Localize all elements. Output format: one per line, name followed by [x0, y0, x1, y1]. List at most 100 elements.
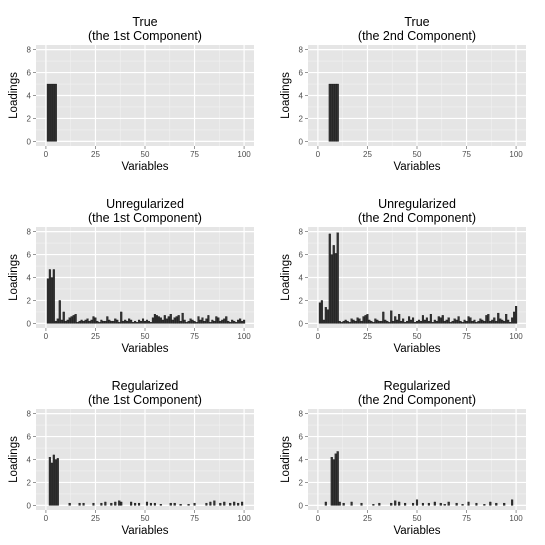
bar	[475, 322, 478, 324]
bar	[100, 319, 103, 324]
bar	[324, 501, 327, 506]
bar	[427, 320, 430, 324]
bar	[465, 320, 468, 324]
bar	[372, 322, 375, 324]
bar	[66, 319, 69, 324]
x-tick-label: 75	[190, 150, 199, 159]
bar	[515, 306, 518, 324]
bar	[443, 504, 446, 506]
bar	[235, 322, 238, 324]
bar	[382, 311, 385, 324]
bar	[342, 320, 345, 324]
bar	[92, 502, 95, 506]
x-tick-label: 25	[91, 150, 100, 159]
bar	[511, 499, 514, 506]
bar	[411, 502, 415, 506]
y-axis-label: Loadings	[8, 254, 20, 301]
bar	[435, 320, 438, 324]
bar	[455, 319, 458, 324]
bar	[213, 500, 216, 506]
bar	[425, 317, 428, 324]
bar	[340, 322, 343, 324]
bar	[429, 314, 432, 324]
x-axis-label: Variables	[121, 161, 168, 173]
y-tick-label: 2	[299, 478, 304, 487]
bar	[114, 318, 117, 324]
bar	[70, 316, 73, 324]
bar	[163, 315, 166, 324]
bar	[332, 245, 335, 324]
bar	[433, 501, 436, 506]
chart-subtitle: (the 2nd Component)	[358, 211, 476, 225]
x-tick-label: 100	[237, 514, 251, 523]
bar	[88, 320, 91, 324]
bar	[130, 319, 133, 324]
y-tick-label: 6	[299, 251, 304, 260]
bar	[118, 500, 121, 506]
bar	[143, 320, 147, 324]
bar	[126, 320, 129, 324]
bar	[159, 317, 162, 324]
y-tick-label: 0	[299, 501, 304, 510]
bar	[360, 320, 363, 324]
y-tick-label: 2	[27, 114, 32, 123]
bar	[153, 502, 156, 506]
bar	[108, 319, 111, 324]
bar	[415, 499, 419, 506]
bar	[46, 278, 49, 324]
bar	[130, 501, 133, 506]
bar	[118, 322, 121, 324]
bar	[74, 314, 77, 324]
bar	[404, 322, 407, 324]
bar	[110, 502, 113, 506]
bar	[356, 317, 359, 324]
y-tick-label: 0	[299, 137, 304, 146]
bar	[487, 314, 490, 324]
bar	[461, 322, 464, 324]
chart-panel-6: Regularized(the 2nd Component) 0 2 4 6 8 0 25 50…	[280, 379, 526, 537]
bar	[421, 315, 424, 324]
bar	[241, 501, 244, 506]
x-tick-label: 100	[509, 150, 523, 159]
bar	[187, 504, 190, 506]
bar	[68, 317, 71, 324]
bar	[231, 319, 234, 324]
bar	[60, 319, 63, 324]
bar	[193, 502, 196, 506]
bar	[116, 319, 119, 324]
y-tick-label: 4	[27, 92, 32, 101]
bar	[513, 311, 516, 324]
bar	[368, 319, 371, 324]
bar	[134, 320, 137, 324]
bar	[223, 501, 226, 506]
bar	[366, 314, 369, 324]
y-tick-label: 6	[27, 69, 32, 78]
bar	[171, 319, 174, 324]
bar	[451, 320, 454, 324]
bar	[177, 315, 180, 324]
bar	[463, 319, 466, 324]
bar	[406, 320, 409, 324]
chart-subtitle: (the 1st Component)	[88, 29, 202, 43]
x-tick-label: 75	[462, 332, 471, 341]
bar	[211, 319, 214, 324]
bar	[54, 459, 57, 506]
bar	[219, 320, 222, 324]
chart-panel-2: True(the 2nd Component) 0 2 4 6 8 0 25 50 75 100 Va…	[280, 15, 526, 173]
bar	[94, 317, 97, 324]
bar	[441, 315, 444, 324]
chart-subtitle: (the 2nd Component)	[358, 393, 476, 407]
bar	[398, 314, 401, 324]
bar	[350, 318, 353, 324]
bar	[453, 318, 456, 324]
bar	[489, 501, 492, 506]
bar	[52, 454, 55, 506]
chart-title: Regularized	[384, 379, 451, 393]
y-tick-label: 0	[299, 319, 304, 328]
bar	[76, 322, 79, 324]
bar	[398, 501, 401, 506]
chart-subtitle: (the 1st Component)	[88, 211, 202, 225]
bar	[191, 319, 194, 324]
bar	[338, 501, 341, 506]
bar	[495, 320, 498, 324]
